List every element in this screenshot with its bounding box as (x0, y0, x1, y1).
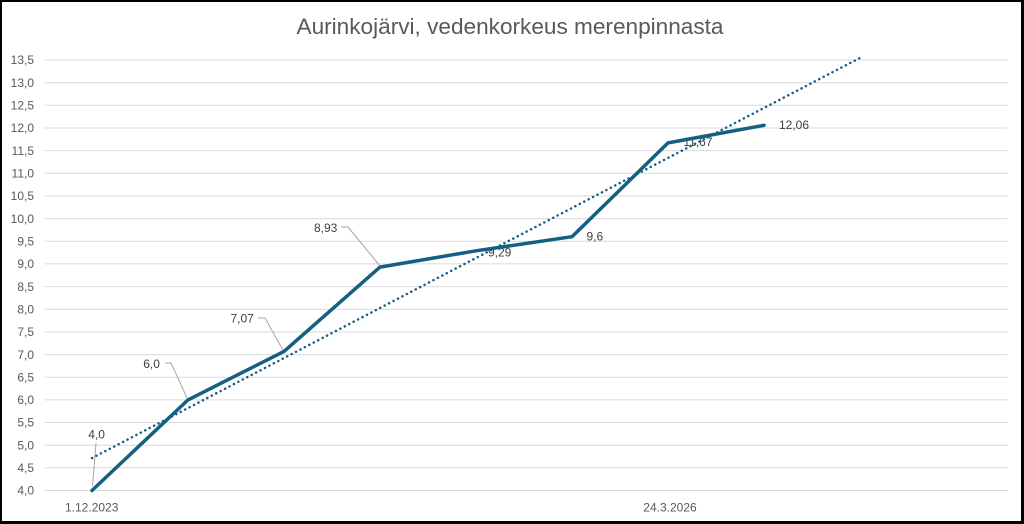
svg-text:1.12.2023: 1.12.2023 (65, 501, 119, 515)
svg-text:4,0: 4,0 (88, 427, 105, 441)
svg-text:9,6: 9,6 (587, 230, 604, 244)
svg-text:13,0: 13,0 (11, 76, 35, 90)
svg-text:9,0: 9,0 (17, 257, 34, 271)
svg-text:11,0: 11,0 (12, 167, 35, 181)
svg-text:5,5: 5,5 (17, 416, 34, 430)
svg-text:10,0: 10,0 (11, 212, 35, 226)
svg-text:13,5: 13,5 (11, 53, 35, 67)
svg-text:5,0: 5,0 (17, 438, 34, 452)
svg-text:6,0: 6,0 (143, 357, 160, 371)
svg-text:7,0: 7,0 (17, 348, 34, 362)
svg-text:4,0: 4,0 (17, 484, 34, 498)
svg-text:11,5: 11,5 (12, 144, 35, 158)
svg-text:6,0: 6,0 (17, 393, 34, 407)
svg-text:8,0: 8,0 (17, 302, 34, 316)
svg-text:6,5: 6,5 (17, 370, 34, 384)
svg-text:7,5: 7,5 (17, 325, 34, 339)
svg-text:24.3.2026: 24.3.2026 (643, 501, 697, 515)
svg-text:Aurinkojärvi, vedenkorkeus mer: Aurinkojärvi, vedenkorkeus merenpinnasta (297, 14, 724, 39)
svg-text:8,93: 8,93 (314, 221, 338, 235)
svg-text:12,5: 12,5 (11, 99, 35, 113)
svg-text:4,5: 4,5 (17, 461, 34, 475)
svg-text:8,5: 8,5 (17, 280, 34, 294)
svg-text:9,5: 9,5 (17, 235, 34, 249)
svg-text:12,06: 12,06 (779, 118, 809, 132)
svg-text:12,0: 12,0 (11, 121, 35, 135)
svg-text:10,5: 10,5 (11, 189, 35, 203)
svg-text:7,07: 7,07 (231, 312, 255, 326)
